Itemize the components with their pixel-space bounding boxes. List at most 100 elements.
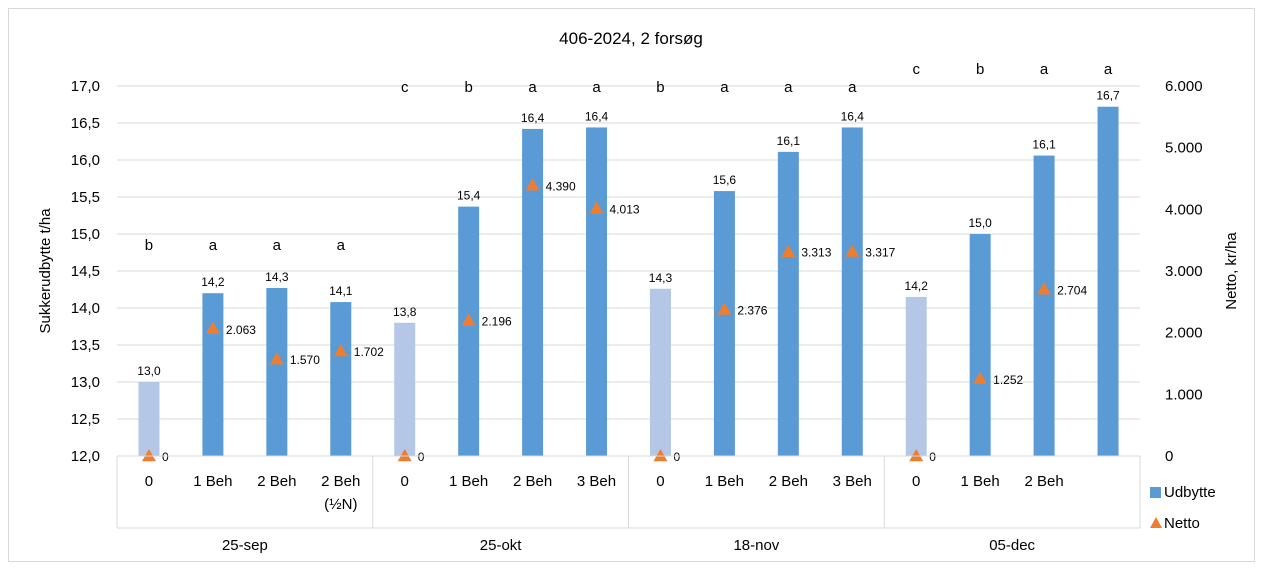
category-label: 0 <box>912 473 920 490</box>
bar <box>649 288 671 456</box>
bar-value-label: 15,4 <box>457 189 481 203</box>
netto-value-label: 0 <box>929 450 936 464</box>
category-label-line2: (½N) <box>324 496 357 513</box>
bar <box>586 127 608 456</box>
bar-value-label: 15,6 <box>713 173 737 187</box>
bar-value-label: 13,0 <box>137 364 161 378</box>
category-label: 0 <box>401 473 409 490</box>
data-labels: 13,0 0 14,2 2.063 14,3 1.570 14,1 1.702 13,8 0 15,… <box>137 61 1120 464</box>
group-label: 05-dec <box>989 537 1035 554</box>
netto-marker <box>333 344 348 357</box>
bar <box>394 322 416 456</box>
chart-title: 406-2024, 2 forsøg <box>559 29 703 48</box>
y-tick-label: 15,0 <box>71 226 100 243</box>
netto-value-label: 2.196 <box>482 315 512 329</box>
legend-swatch-netto <box>1150 517 1162 528</box>
significance-letter: a <box>1040 61 1049 78</box>
category-label: 1 Beh <box>961 473 1000 490</box>
netto-value-label: 0 <box>162 450 169 464</box>
bar-value-label: 14,1 <box>329 284 353 298</box>
bar <box>1097 106 1119 456</box>
y2-axis-title: Netto, kr/ha <box>1223 232 1240 310</box>
netto-marker <box>397 449 412 462</box>
category-label: 0 <box>145 473 153 490</box>
significance-letter: c <box>912 61 920 78</box>
netto-marker <box>141 449 156 462</box>
y-tick-label: 14,0 <box>71 300 100 317</box>
bar <box>905 296 927 456</box>
category-label: 1 Beh <box>705 473 744 490</box>
significance-letter: a <box>273 237 282 254</box>
bar <box>969 234 991 456</box>
category-label: 3 Beh <box>833 473 872 490</box>
y-tick-label: 16,5 <box>71 115 100 132</box>
category-label: 1 Beh <box>193 473 232 490</box>
bar <box>266 288 288 456</box>
netto-value-label: 1.570 <box>290 353 320 367</box>
netto-value-label: 4.013 <box>610 203 640 217</box>
netto-marker <box>781 244 796 257</box>
y2-tick-label: 5.000 <box>1165 140 1203 157</box>
significance-letter: a <box>1104 61 1113 78</box>
bar <box>777 151 799 457</box>
significance-letter: a <box>528 79 537 96</box>
significance-letter: b <box>464 79 472 96</box>
y-tick-label: 15,5 <box>71 189 100 206</box>
bar-value-label: 14,3 <box>265 270 289 284</box>
bar <box>841 127 863 456</box>
netto-marker <box>1037 282 1052 295</box>
bar <box>202 293 224 456</box>
bar-value-label: 16,4 <box>521 111 545 125</box>
bar-value-label: 16,1 <box>777 134 801 148</box>
legend-label: Netto <box>1164 515 1200 532</box>
netto-marker <box>205 321 220 335</box>
netto-marker <box>269 352 284 365</box>
category-label: 0 <box>656 473 664 490</box>
significance-letter: b <box>145 237 153 254</box>
bar <box>458 206 480 456</box>
bar-value-label: 16,4 <box>841 109 865 123</box>
y-tick-label: 13,0 <box>71 374 100 391</box>
y2-tick-label: 1.000 <box>1165 386 1203 403</box>
netto-marker <box>653 449 668 462</box>
y2-tick-label: 4.000 <box>1165 201 1203 218</box>
significance-letter: a <box>209 237 218 254</box>
significance-letter: b <box>656 79 664 96</box>
netto-marker <box>461 313 476 326</box>
bar <box>138 382 160 456</box>
y-tick-label: 14,5 <box>71 263 100 280</box>
y2-tick-label: 3.000 <box>1165 263 1203 280</box>
netto-marker <box>717 302 732 315</box>
netto-value-label: 2.704 <box>1057 283 1087 297</box>
bar-value-label: 14,2 <box>905 279 929 293</box>
bar-value-label: 16,7 <box>1096 89 1120 103</box>
netto-marker <box>909 449 924 462</box>
bar <box>1033 155 1055 456</box>
y2-tick-label: 2.000 <box>1165 325 1203 342</box>
bar-value-label: 14,2 <box>201 275 225 289</box>
y-axis-title: Sukkerudbytte t/ha <box>37 208 54 334</box>
netto-value-label: 3.313 <box>801 246 831 260</box>
category-label: 2 Beh <box>513 473 552 490</box>
netto-value-label: 2.376 <box>737 303 767 317</box>
significance-letter: a <box>784 79 793 96</box>
y-tick-label: 12,0 <box>71 448 100 465</box>
y-tick-label: 12,5 <box>71 411 100 428</box>
category-label: 1 Beh <box>449 473 488 490</box>
category-label: 2 Beh <box>257 473 296 490</box>
y-tick-label: 13,5 <box>71 337 100 354</box>
netto-marker <box>525 178 540 191</box>
significance-letter: a <box>848 79 857 96</box>
y2-tick-label: 0 <box>1165 448 1173 465</box>
netto-marker <box>589 201 604 214</box>
netto-marker <box>845 244 860 257</box>
group-label: 18-nov <box>733 537 779 554</box>
axes: 12,0 12,5 13,0 13,5 14,0 14,5 15,0 15,5 16,0 16,5… <box>71 78 1203 554</box>
category-label: 3 Beh <box>577 473 616 490</box>
legend: Udbytte Netto <box>1150 484 1216 532</box>
bar <box>330 302 352 456</box>
netto-value-label: 1.702 <box>354 345 384 359</box>
netto-value-label: 0 <box>673 450 680 464</box>
category-label: 2 Beh <box>321 473 360 490</box>
